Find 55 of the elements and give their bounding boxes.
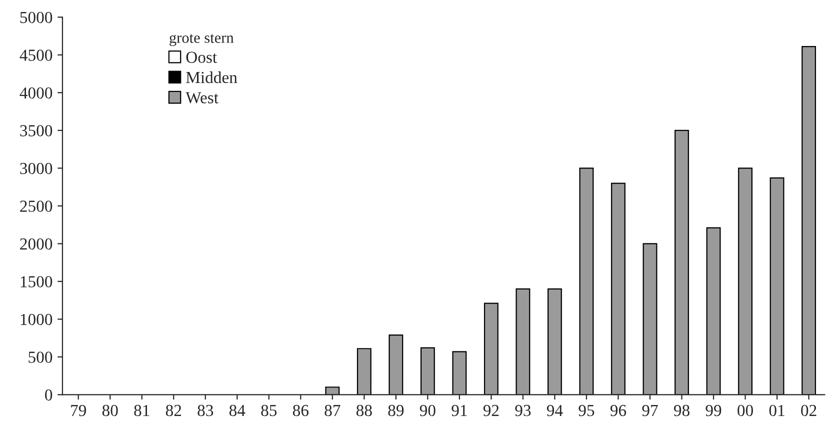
x-tick-label: 79 xyxy=(71,404,86,416)
legend-label: West xyxy=(186,92,218,104)
bar xyxy=(484,302,498,395)
x-tick-label: 98 xyxy=(674,404,690,416)
x-tick-label: 86 xyxy=(292,404,308,416)
bar xyxy=(802,46,816,395)
y-tick-label: 500 xyxy=(28,352,52,363)
bar xyxy=(611,182,626,395)
x-tick-label: 02 xyxy=(801,404,816,416)
x-tick-label: 00 xyxy=(738,404,753,416)
x-tick-label: 90 xyxy=(420,404,436,416)
bar xyxy=(516,288,530,395)
bar xyxy=(674,130,689,395)
x-tick-label: 89 xyxy=(388,404,404,416)
legend-label: Oost xyxy=(186,52,217,63)
y-tick-label: 5000 xyxy=(20,12,52,24)
y-tick-label: 2000 xyxy=(20,238,52,250)
legend-title: grote stern xyxy=(170,34,234,46)
x-tick-label: 91 xyxy=(452,404,467,416)
bar xyxy=(579,168,594,395)
x-tick-label: 81 xyxy=(134,404,150,416)
y-tick-label: 1000 xyxy=(20,314,52,326)
x-tick-label: 92 xyxy=(483,404,499,416)
y-tick-label: 3500 xyxy=(20,125,52,136)
bar xyxy=(548,288,562,395)
bar xyxy=(325,386,340,395)
y-tick-label: 1500 xyxy=(20,276,52,288)
x-tick-label: 97 xyxy=(642,404,658,416)
x-tick-label: 82 xyxy=(166,404,182,416)
bar xyxy=(770,177,784,395)
y-tick-label: 3000 xyxy=(20,162,52,174)
x-tick-label: 99 xyxy=(706,404,722,416)
y-tick-label: 0 xyxy=(45,389,52,401)
y-tick-label: 2500 xyxy=(20,200,52,212)
x-tick-label: 88 xyxy=(356,404,372,416)
legend-label: Midden xyxy=(186,71,238,84)
bar xyxy=(738,168,752,395)
bar xyxy=(420,347,435,395)
y-tick-label: 4000 xyxy=(20,87,52,99)
x-tick-label: 96 xyxy=(610,404,626,416)
y-tick-label: 4500 xyxy=(20,50,52,61)
x-tick-label: 87 xyxy=(324,404,340,416)
bar xyxy=(388,334,404,395)
x-tick-label: 80 xyxy=(102,404,118,416)
x-tick-label: 85 xyxy=(261,404,277,416)
bar xyxy=(452,351,467,395)
bar xyxy=(356,348,372,395)
x-tick-label: 84 xyxy=(229,404,246,416)
x-tick-label: 95 xyxy=(578,404,594,416)
x-tick-label: 93 xyxy=(515,404,531,416)
x-tick-label: 83 xyxy=(198,404,214,416)
bar xyxy=(706,227,721,395)
bar xyxy=(642,243,658,395)
x-tick-label: 94 xyxy=(546,404,563,416)
x-tick-label: 01 xyxy=(769,404,784,416)
